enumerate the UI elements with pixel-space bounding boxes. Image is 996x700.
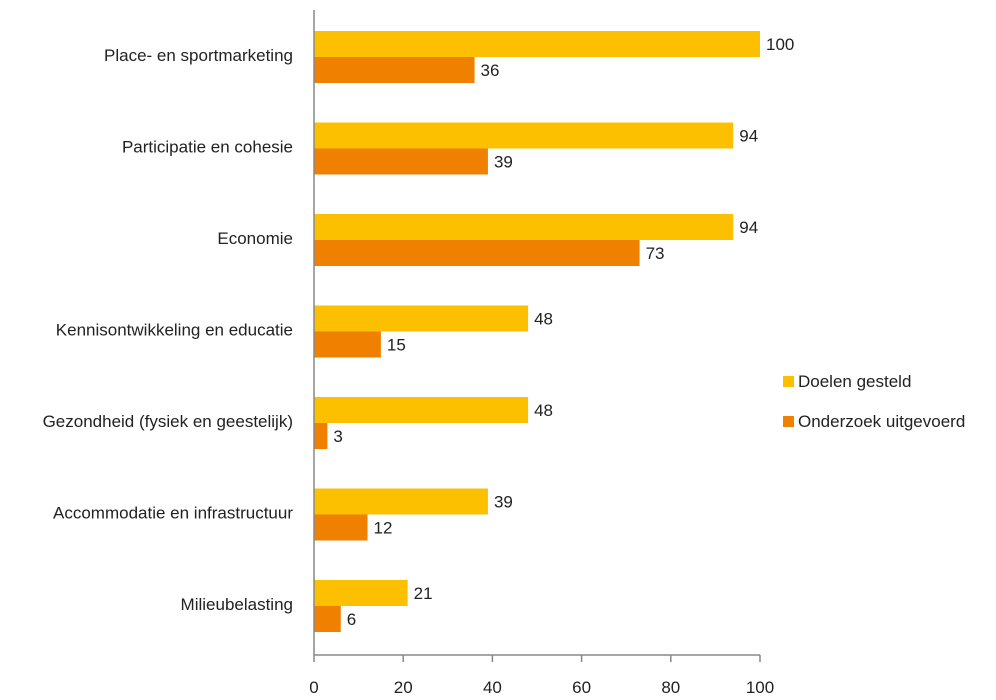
data-label: 100 xyxy=(766,35,794,54)
legend-swatch xyxy=(783,376,794,387)
legend-label: Doelen gesteld xyxy=(798,372,911,391)
category-labels-group: Place- en sportmarketing Participatie en … xyxy=(43,46,294,614)
x-tick-label: 80 xyxy=(661,678,680,697)
x-tick-label: 100 xyxy=(746,678,774,697)
x-tick-label: 40 xyxy=(483,678,502,697)
bar-onderzoek-uitgevoerd xyxy=(314,240,640,266)
bar-doelen-gesteld xyxy=(314,214,734,240)
data-label: 39 xyxy=(494,493,513,512)
data-label: 15 xyxy=(387,336,406,355)
data-label: 3 xyxy=(333,427,342,446)
data-label: 6 xyxy=(347,610,356,629)
bar-onderzoek-uitgevoerd xyxy=(314,57,475,83)
bar-doelen-gesteld xyxy=(314,580,408,606)
bar-onderzoek-uitgevoerd xyxy=(314,606,341,632)
data-label: 48 xyxy=(534,401,553,420)
data-label: 94 xyxy=(739,218,758,237)
category-label: Gezondheid (fysiek en geestelijk) xyxy=(43,412,293,431)
data-label: 94 xyxy=(739,127,758,146)
bars-group xyxy=(314,31,760,632)
category-label: Place- en sportmarketing xyxy=(104,46,293,65)
data-label: 12 xyxy=(374,519,393,538)
bar-onderzoek-uitgevoerd xyxy=(314,148,488,175)
x-tick-label: 20 xyxy=(394,678,413,697)
x-tick-label: 0 xyxy=(309,678,318,697)
bar-onderzoek-uitgevoerd xyxy=(314,514,368,541)
bar-doelen-gesteld xyxy=(314,305,529,332)
x-axis: 0 20 40 60 80 100 xyxy=(309,654,774,697)
x-tick-label: 60 xyxy=(572,678,591,697)
category-label: Kennisontwikkeling en educatie xyxy=(56,321,293,340)
legend-swatch xyxy=(783,416,794,427)
legend: Doelen gesteld Onderzoek uitgevoerd xyxy=(783,372,965,431)
data-label: 48 xyxy=(534,310,553,329)
category-label: Participatie en cohesie xyxy=(122,138,293,157)
data-label: 36 xyxy=(481,61,500,80)
category-label: Milieubelasting xyxy=(181,595,293,614)
bar-doelen-gesteld xyxy=(314,488,488,515)
value-labels-group: 100 36 94 39 94 73 48 15 48 3 39 12 21 6 xyxy=(333,35,794,629)
data-label: 21 xyxy=(414,584,433,603)
bar-doelen-gesteld xyxy=(314,31,760,57)
category-label: Accommodatie en infrastructuur xyxy=(53,504,293,523)
legend-label: Onderzoek uitgevoerd xyxy=(798,412,965,431)
data-label: 73 xyxy=(646,244,665,263)
data-label: 39 xyxy=(494,153,513,172)
bar-onderzoek-uitgevoerd xyxy=(314,331,381,358)
category-label: Economie xyxy=(217,229,293,248)
bar-doelen-gesteld xyxy=(314,397,529,423)
bar-doelen-gesteld xyxy=(314,122,734,149)
bar-onderzoek-uitgevoerd xyxy=(314,423,328,449)
